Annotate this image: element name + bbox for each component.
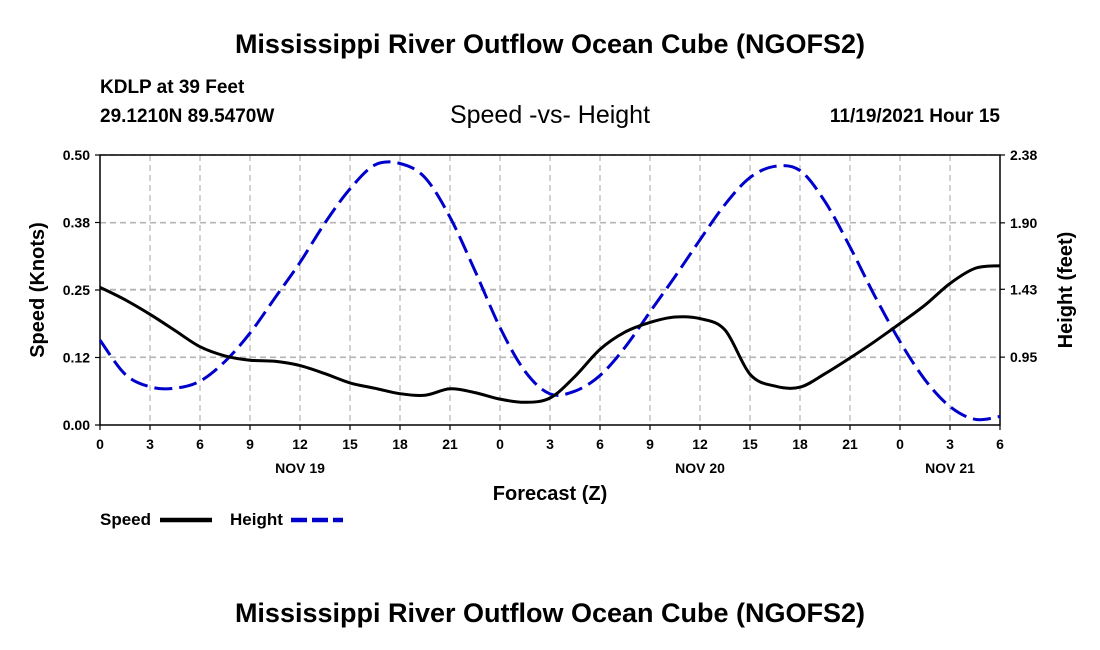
x-tick-label: 3 [146, 436, 154, 452]
x-tick-label: 15 [742, 436, 758, 452]
x-tick-label: 6 [596, 436, 604, 452]
y-tick-label: 0.25 [63, 282, 90, 298]
x-tick-label: 6 [196, 436, 204, 452]
x-date-label: NOV 21 [925, 460, 975, 476]
series-layer [98, 160, 1001, 422]
y2-tick-label: 0.95 [1010, 349, 1037, 365]
x-tick-label: 21 [442, 436, 458, 452]
x-tick-label: 6 [996, 436, 1004, 452]
axes-layer: 0 3 6 9 12 15 18 21 0 3 6 9 12 15 18 21 0 3 6 NOV 19 NOV 20 N… [63, 147, 1038, 476]
x-tick-label: 15 [342, 436, 358, 452]
legend-height-label: Height [230, 510, 283, 529]
main-title: Mississippi River Outflow Ocean Cube (NG… [234, 29, 866, 59]
x-tick-label: 12 [292, 436, 308, 452]
y-tick-label: 0.38 [63, 215, 90, 231]
legend: Speed Height [100, 510, 343, 529]
grid-layer [100, 154, 1000, 425]
chart-subtitle: Speed -vs- Height [449, 101, 651, 129]
x-tick-label: 18 [792, 436, 808, 452]
x-axis-label: Forecast (Z) [493, 483, 607, 505]
x-tick-label: 0 [96, 436, 104, 452]
x-tick-label: 12 [692, 436, 708, 452]
x-tick-label: 3 [946, 436, 954, 452]
y-tick-label: 0.12 [63, 350, 90, 366]
y2-tick-label: 2.38 [1010, 147, 1037, 163]
chart-svg: 0 3 6 9 12 15 18 21 0 3 6 9 12 15 18 21 0 3 6 NOV 19 NOV 20 N… [27, 147, 1077, 529]
footer-title: Mississippi River Outflow Ocean Cube (NG… [234, 598, 866, 628]
x-tick-label: 9 [646, 436, 654, 452]
y-axis-label-right: Height (feet) [1055, 232, 1077, 349]
legend-speed-label: Speed [100, 510, 151, 529]
x-tick-label: 18 [392, 436, 408, 452]
x-tick-label: 21 [842, 436, 858, 452]
y-tick-label: 0.50 [63, 147, 90, 163]
height-series-line [98, 160, 1001, 422]
speed-series-line [99, 264, 1001, 404]
x-date-label: NOV 19 [275, 460, 325, 476]
x-tick-label: 3 [546, 436, 554, 452]
x-tick-label: 0 [496, 436, 504, 452]
y2-tick-label: 1.90 [1010, 215, 1037, 231]
x-date-label: NOV 20 [675, 460, 725, 476]
station-label: KDLP at 39 Feet [100, 77, 245, 98]
x-tick-label: 0 [896, 436, 904, 452]
x-tick-label: 9 [246, 436, 254, 452]
y-axis-label-left: Speed (Knots) [27, 222, 49, 358]
station-coordinates: 29.1210N 89.5470W [100, 106, 275, 127]
y2-tick-label: 1.43 [1010, 281, 1037, 297]
forecast-timestamp: 11/19/2021 Hour 15 [829, 106, 1000, 127]
y-tick-label: 0.00 [63, 417, 90, 433]
